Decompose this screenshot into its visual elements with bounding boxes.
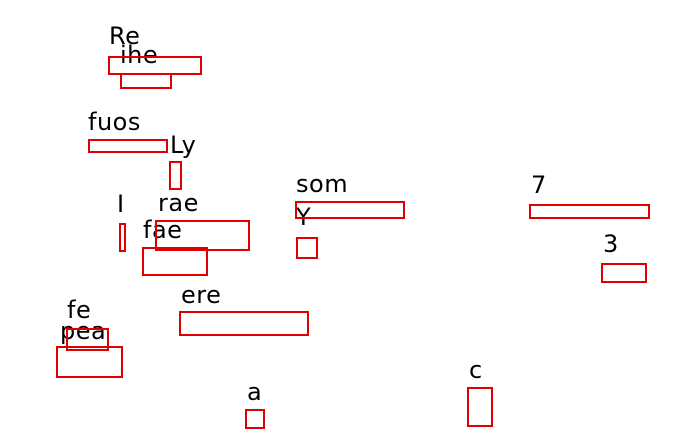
- label-ihe: ihe: [120, 41, 159, 69]
- label-7: 7: [531, 171, 547, 199]
- bounding-box: [169, 161, 182, 190]
- label-fae: fae: [143, 216, 183, 244]
- label-ly: Ly: [170, 131, 197, 159]
- label-fuos: fuos: [88, 108, 141, 136]
- bounding-box: [179, 311, 309, 336]
- bounding-box: [120, 73, 172, 89]
- bounding-box: [66, 328, 109, 351]
- bounding-box: [467, 387, 493, 427]
- label-ere: ere: [181, 281, 222, 309]
- bounding-box: [296, 237, 318, 259]
- label-re: Re: [109, 22, 141, 50]
- label-rae: rae: [158, 189, 199, 217]
- bounding-box: [601, 263, 647, 283]
- bounding-box: [529, 204, 650, 219]
- label-3: 3: [603, 230, 619, 258]
- label-c: c: [469, 356, 483, 384]
- label-som: som: [296, 170, 349, 198]
- bounding-box: [88, 139, 168, 153]
- label-a: a: [247, 378, 263, 406]
- bounding-box: [155, 220, 250, 251]
- bounding-box: [245, 409, 265, 429]
- label-i: I: [117, 190, 125, 218]
- bounding-box: [142, 247, 208, 276]
- bounding-box: [295, 201, 405, 219]
- bounding-box: [56, 346, 123, 378]
- bounding-box: [119, 223, 126, 252]
- label-fe: fe: [67, 296, 92, 324]
